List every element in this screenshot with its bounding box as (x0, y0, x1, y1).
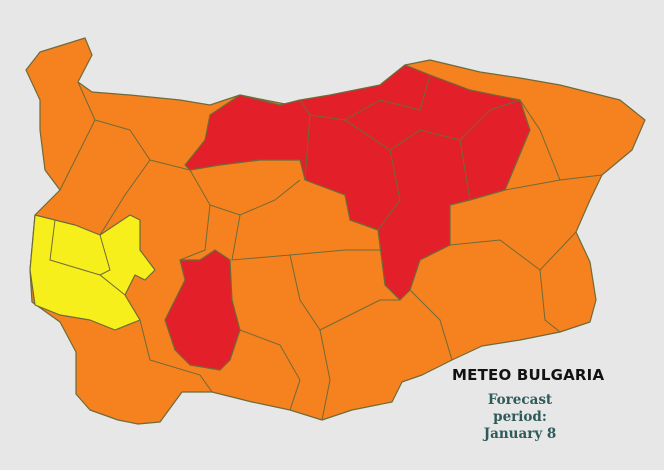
forecast-period-label: Forecast period: (487, 392, 553, 425)
province-borders (149, 159, 301, 216)
province-borders (239, 329, 301, 411)
province-borders (49, 219, 126, 296)
province-borders (539, 269, 561, 333)
province-borders (519, 99, 561, 181)
province-borders (179, 204, 211, 261)
red-warning-north (184, 64, 531, 301)
province-borders (449, 231, 577, 271)
province-borders (389, 129, 471, 201)
province-borders (409, 289, 453, 361)
province-borders (319, 329, 331, 421)
province-borders (59, 81, 96, 191)
province-borders (459, 99, 521, 141)
forecast-info: Forecast period: January 8 (460, 392, 580, 443)
province-borders (344, 74, 431, 121)
red-warning-southwest (164, 249, 241, 371)
brand-label: METEO BULGARIA (452, 366, 605, 384)
forecast-date: January 8 (483, 426, 557, 442)
province-borders (139, 319, 213, 393)
province-borders (99, 234, 111, 276)
province-borders (289, 254, 400, 331)
